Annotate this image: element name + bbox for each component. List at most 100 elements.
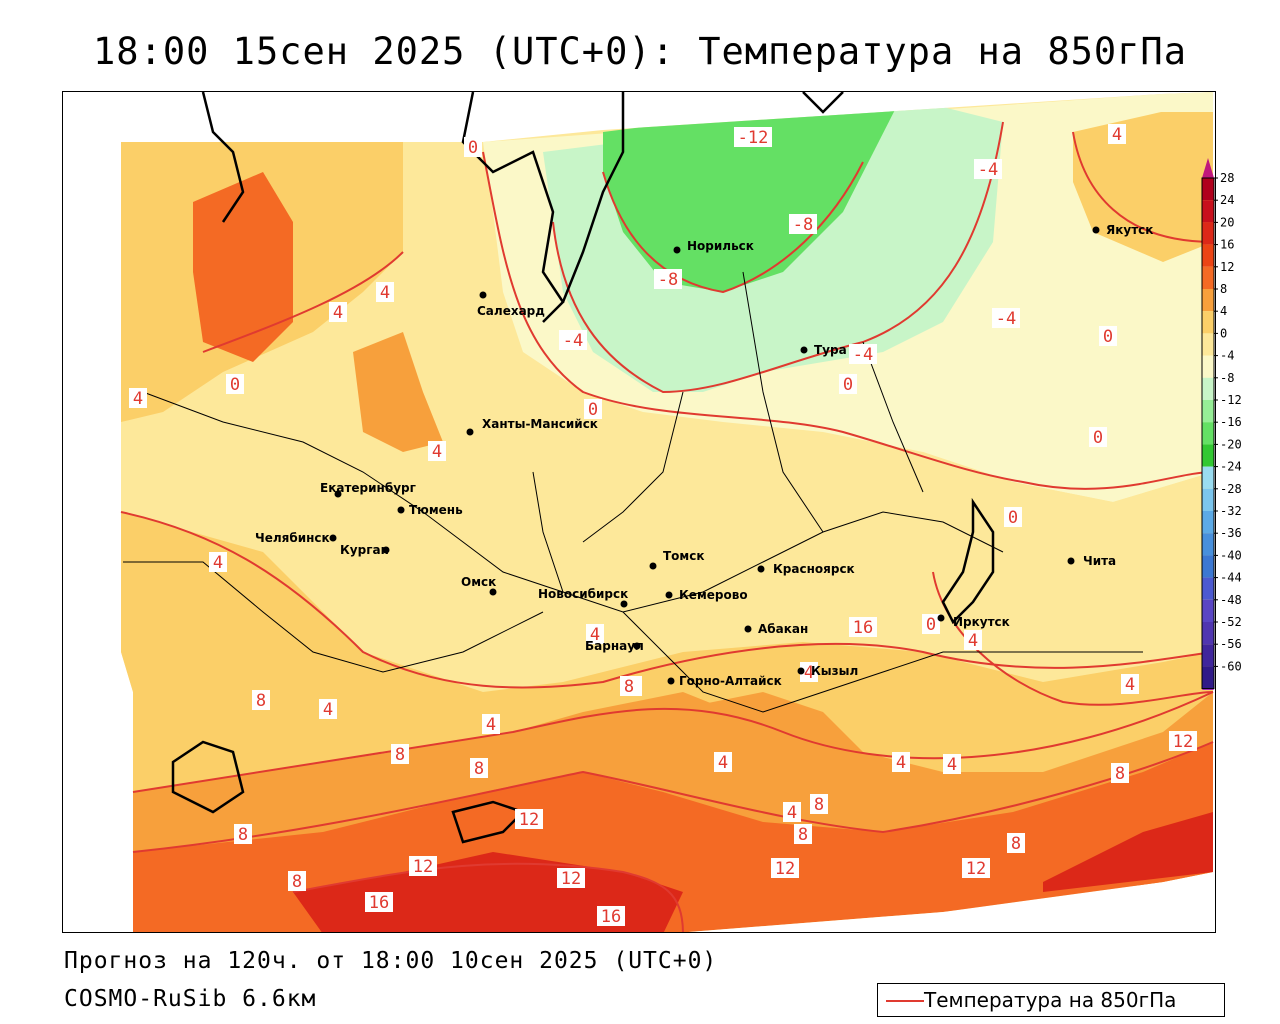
colorbar-label: 4: [1220, 304, 1227, 318]
colorbar-cell: [1202, 355, 1214, 378]
contour-label-bg: [209, 552, 227, 572]
model-name: COSMO-RuSib 6.6км: [64, 986, 317, 1012]
contour-label-text: 12: [775, 859, 795, 879]
field-ural-warm: [353, 332, 443, 452]
city-marker: Кемерово: [665, 588, 748, 602]
contour-label-bg: [409, 856, 437, 876]
city-dot: [329, 534, 337, 542]
contour-label: -4: [559, 330, 587, 351]
filled-temperature-field: [121, 92, 1213, 932]
contour-label: 4: [800, 662, 818, 683]
contour-label: 8: [810, 794, 828, 815]
colorbar-label: 8: [1220, 282, 1227, 296]
contour-label-bg: [226, 374, 244, 394]
colorbar-label: -4: [1220, 349, 1234, 363]
contour-label-bg: [1007, 833, 1025, 853]
city-dot: [334, 490, 342, 498]
colorbar-label: 0: [1220, 326, 1227, 340]
colorbar-cell: [1202, 200, 1214, 223]
colorbar-label: -8: [1220, 371, 1234, 385]
contour-label-text: 12: [519, 810, 539, 830]
colorbar-label: 12: [1220, 260, 1234, 274]
colorbar-cell: [1202, 577, 1214, 600]
contour-label-text: -8: [658, 270, 678, 290]
city-dot: [633, 642, 641, 650]
contour-line: [482, 151, 1214, 490]
city-marker: Чита: [1067, 554, 1116, 568]
contour-line: [120, 511, 1214, 689]
contour-label: -8: [654, 269, 682, 290]
contour-label-bg: [943, 754, 961, 774]
colorbar-label: -20: [1220, 437, 1242, 451]
contour-label-bg: [129, 388, 147, 408]
contour-label-text: 0: [1093, 428, 1103, 448]
city-label: Горно-Алтайск: [679, 674, 782, 688]
legend-line-swatch: [886, 1000, 924, 1002]
contour-label: 16: [365, 892, 393, 913]
contour-line: [292, 862, 684, 932]
contour-label: 4: [964, 630, 982, 651]
contour-label-text: 4: [432, 442, 442, 462]
city-dot: [757, 565, 765, 573]
contour-label-text: 4: [323, 700, 333, 720]
contour-label: 8: [252, 690, 270, 711]
colorbar-label: -52: [1220, 615, 1242, 629]
contour-label-text: 4: [787, 803, 797, 823]
colorbar-cell: [1202, 377, 1214, 400]
contour-label-text: 4: [968, 631, 978, 651]
contour-label-text: 0: [588, 400, 598, 420]
contour-label: 4: [783, 802, 801, 823]
contour-label: 0: [1089, 427, 1107, 448]
contour-label: 8: [620, 676, 638, 697]
contour-label-text: 4: [133, 389, 143, 409]
contour-label: 0: [839, 374, 857, 395]
contour-label: 4: [586, 624, 604, 645]
contour-label: -4: [849, 344, 877, 365]
contour-label-text: -8: [793, 215, 813, 235]
city-dot: [667, 677, 675, 685]
contour-label: 4: [129, 388, 147, 409]
contour-label-text: 16: [369, 893, 389, 913]
colorbar-label: -32: [1220, 504, 1242, 518]
contour-lines: [120, 121, 1214, 932]
city-dot: [937, 614, 945, 622]
field-west-orange: [193, 172, 293, 362]
city-label: Красноярск: [773, 562, 855, 576]
contour-label-text: -4: [996, 309, 1016, 329]
city-dot: [673, 246, 681, 254]
contour-label: 4: [482, 714, 500, 735]
contour-label: 4: [892, 752, 910, 773]
contour-label: 12: [409, 856, 437, 877]
contour-label: 8: [1111, 763, 1129, 784]
colorbar-label: 20: [1220, 215, 1234, 229]
contour-label-bg: [1099, 326, 1117, 346]
contour-label: 12: [557, 868, 585, 889]
contour-label: 4: [1108, 124, 1126, 145]
city-label: Салехард: [477, 304, 545, 318]
city-dot: [382, 546, 390, 554]
contour-label-bg: [974, 159, 1002, 179]
contour-label-text: 4: [896, 753, 906, 773]
contour-label: 0: [922, 614, 940, 635]
colorbar-cell: [1202, 311, 1214, 334]
city-marker: Тура: [800, 343, 847, 357]
city-label: Челябинск: [255, 531, 330, 545]
colorbar-cell: [1202, 422, 1214, 445]
contour-label-text: 0: [468, 138, 478, 158]
colorbar-cell: [1202, 444, 1214, 467]
contour-label-text: 4: [718, 753, 728, 773]
contour-label-bg: [654, 269, 682, 289]
contour-label-text: 8: [292, 872, 302, 892]
contour-label-text: 16: [601, 907, 621, 927]
contour-label: 12: [1169, 731, 1197, 752]
colorbar-cell: [1202, 622, 1214, 645]
city-marker: Екатеринбург: [320, 481, 416, 498]
contour-label-text: -4: [563, 331, 583, 351]
colorbar-label: -56: [1220, 637, 1242, 651]
contour-label-bg: [559, 330, 587, 350]
colorbar-cell: [1202, 222, 1214, 245]
colorbar-cell: [1202, 244, 1214, 267]
contour-label: 4: [428, 441, 446, 462]
city-dot: [744, 625, 752, 633]
colorbar-top-arrow: [1202, 158, 1214, 178]
